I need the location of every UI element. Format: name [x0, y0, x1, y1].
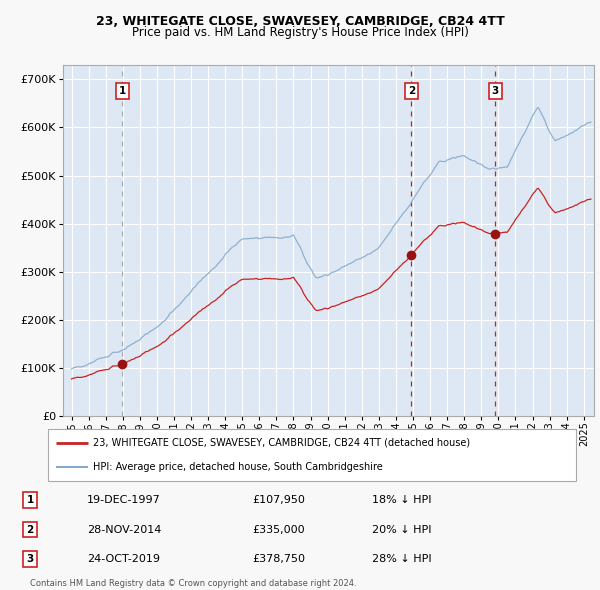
Text: Contains HM Land Registry data © Crown copyright and database right 2024.
This d: Contains HM Land Registry data © Crown c…: [30, 579, 356, 590]
Text: 23, WHITEGATE CLOSE, SWAVESEY, CAMBRIDGE, CB24 4TT (detached house): 23, WHITEGATE CLOSE, SWAVESEY, CAMBRIDGE…: [93, 438, 470, 448]
Text: 28% ↓ HPI: 28% ↓ HPI: [372, 554, 431, 564]
Text: 3: 3: [26, 554, 34, 564]
Text: 2: 2: [26, 525, 34, 535]
Text: HPI: Average price, detached house, South Cambridgeshire: HPI: Average price, detached house, Sout…: [93, 462, 383, 472]
Text: 18% ↓ HPI: 18% ↓ HPI: [372, 495, 431, 505]
Text: 19-DEC-1997: 19-DEC-1997: [87, 495, 161, 505]
Text: £378,750: £378,750: [252, 554, 305, 564]
Text: 20% ↓ HPI: 20% ↓ HPI: [372, 525, 431, 535]
Text: 23, WHITEGATE CLOSE, SWAVESEY, CAMBRIDGE, CB24 4TT: 23, WHITEGATE CLOSE, SWAVESEY, CAMBRIDGE…: [95, 15, 505, 28]
Text: 28-NOV-2014: 28-NOV-2014: [87, 525, 161, 535]
Text: 24-OCT-2019: 24-OCT-2019: [87, 554, 160, 564]
Text: 1: 1: [26, 495, 34, 505]
Text: 2: 2: [408, 86, 415, 96]
Text: £107,950: £107,950: [252, 495, 305, 505]
Text: 3: 3: [491, 86, 499, 96]
Text: £335,000: £335,000: [252, 525, 305, 535]
Text: 1: 1: [119, 86, 126, 96]
Text: Price paid vs. HM Land Registry's House Price Index (HPI): Price paid vs. HM Land Registry's House …: [131, 26, 469, 39]
FancyBboxPatch shape: [48, 429, 576, 481]
